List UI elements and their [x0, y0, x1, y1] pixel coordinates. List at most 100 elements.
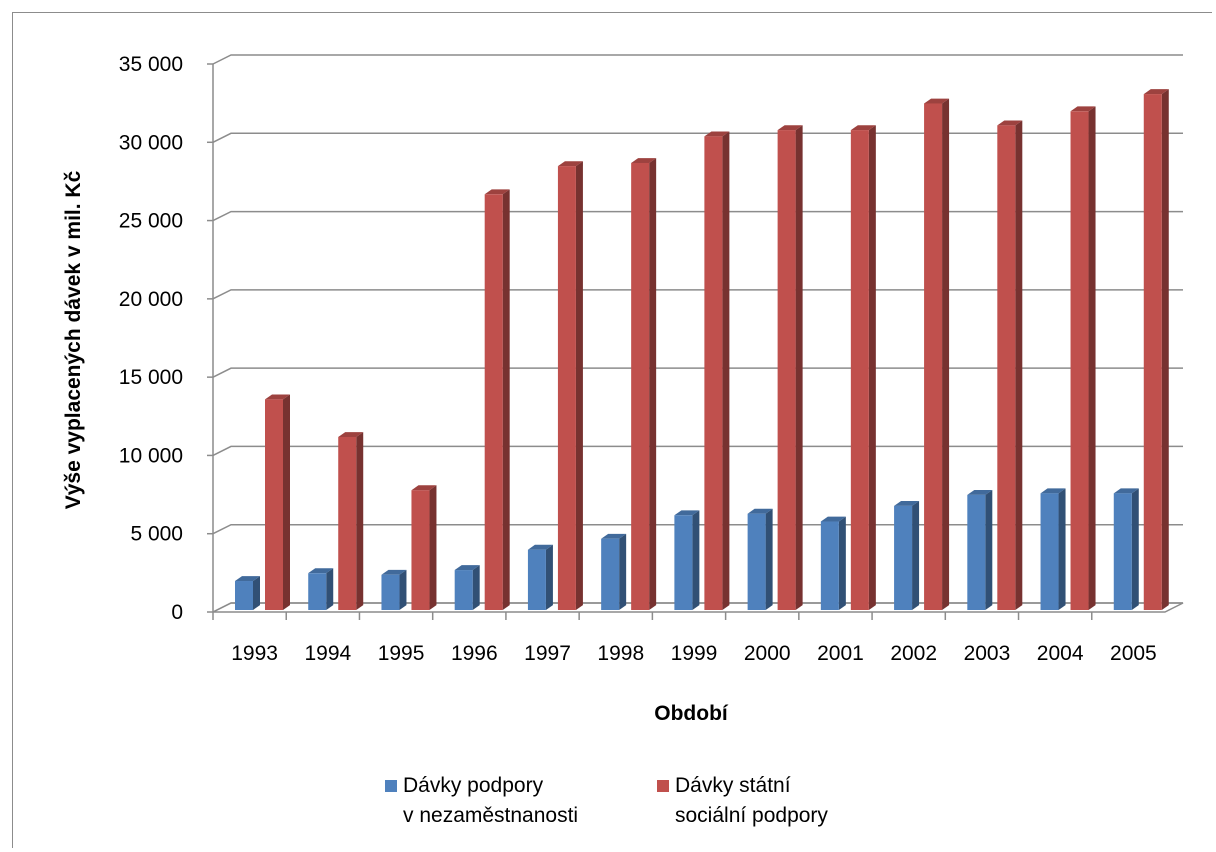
bar-side [429, 485, 437, 610]
bar-side [795, 125, 803, 610]
bar-side [868, 125, 876, 610]
bar-social-2001 [850, 125, 876, 611]
bar-social-2005 [1143, 89, 1169, 611]
bar-unemployment-2000 [747, 508, 773, 610]
bar-top [997, 120, 1023, 126]
x-tick-label: 2005 [1110, 642, 1157, 665]
bar-unemployment-2005 [1113, 488, 1139, 610]
bar-top [308, 568, 334, 574]
bar-unemployment-1996 [454, 565, 480, 610]
bar-top [820, 516, 846, 522]
y-tick-label: 20 000 [119, 288, 183, 311]
bar-unemployment-1994 [308, 568, 334, 610]
x-tick-label: 2001 [817, 642, 864, 665]
bar-top [411, 485, 437, 491]
bar-side [1161, 89, 1169, 611]
bar-side [545, 544, 553, 610]
y-axis-title: Výše vyplacených dávek v mil. Kč [62, 170, 85, 509]
bar-front [894, 505, 913, 610]
bar-front [1113, 493, 1132, 610]
bar-top [1143, 89, 1169, 95]
bar-front [1040, 493, 1059, 610]
bar-top [747, 508, 773, 514]
bar-front [674, 515, 693, 610]
bar-unemployment-1999 [674, 510, 700, 610]
legend-swatch [657, 780, 669, 792]
bar-front [484, 194, 503, 611]
x-tick-label: 2003 [964, 642, 1011, 665]
legend-swatch [385, 780, 397, 792]
bar-social-1994 [338, 432, 364, 610]
gridline [212, 367, 1183, 378]
bar-social-1995 [411, 485, 437, 610]
bar-top [338, 432, 364, 437]
bar-top [674, 510, 700, 516]
bar-front [601, 538, 620, 610]
y-tick-label: 35 000 [119, 53, 183, 76]
legend-label: Dávky státní [675, 774, 791, 797]
bar-front [850, 130, 869, 611]
y-tick-label: 30 000 [119, 131, 183, 154]
y-tick-label: 0 [171, 601, 183, 624]
x-axis-title: Období [654, 702, 729, 725]
bar-side [1131, 488, 1139, 610]
bar-side [1088, 106, 1096, 611]
bar-front [704, 136, 723, 610]
bar-side [619, 533, 627, 610]
x-tick-label: 2000 [744, 642, 791, 665]
bar-top [924, 98, 950, 104]
bar-top [777, 125, 803, 131]
bar-side [722, 131, 730, 611]
bar-front [265, 399, 283, 610]
x-tick-label: 2002 [890, 642, 937, 665]
bar-side [649, 158, 657, 610]
legend-label: sociální podpory [675, 804, 828, 827]
bar-front [557, 166, 576, 610]
bar-top [265, 394, 290, 400]
x-tick-label: 1995 [378, 642, 425, 665]
bar-social-2002 [924, 98, 950, 611]
y-tick-label: 25 000 [119, 210, 183, 233]
bar-top [1040, 488, 1066, 494]
bar-side [283, 394, 290, 610]
bar-top [527, 544, 553, 550]
gridline [212, 132, 1183, 143]
bar-social-2003 [997, 120, 1023, 611]
bar-top [1113, 488, 1139, 494]
bar-top [601, 533, 627, 539]
bar-side [765, 508, 773, 610]
bar-side [942, 98, 950, 611]
bar-side [692, 510, 700, 610]
chart-frame [12, 12, 1212, 848]
x-tick-label: 1994 [304, 642, 351, 665]
bar-unemployment-2004 [1040, 488, 1066, 610]
bar-social-1999 [704, 131, 730, 611]
bar-side [912, 500, 920, 610]
bar-top [557, 161, 583, 167]
bar-top [967, 490, 993, 495]
bar-top [850, 125, 876, 131]
y-tick-label: 10 000 [119, 444, 183, 467]
bar-unemployment-1993 [235, 576, 260, 610]
bar-unemployment-1997 [527, 544, 553, 610]
x-tick-label: 1998 [597, 642, 644, 665]
bar-front [411, 490, 430, 610]
x-tick-label: 1997 [524, 642, 571, 665]
bar-front [1143, 94, 1162, 610]
bar-front [338, 436, 357, 610]
bar-top [235, 576, 260, 582]
bar-top [1070, 106, 1096, 112]
bar-social-1996 [484, 189, 510, 611]
bar-side [502, 189, 510, 610]
bar-unemployment-2002 [894, 500, 920, 610]
y-tick-label: 15 000 [119, 366, 183, 389]
bar-front [997, 125, 1016, 611]
x-tick-label: 2004 [1037, 642, 1084, 665]
bar-side [472, 565, 480, 610]
bar-front [235, 581, 253, 610]
bar-unemployment-1995 [381, 569, 407, 610]
bar-front [631, 162, 650, 610]
bar-social-2000 [777, 125, 803, 611]
y-tick-label: 5 000 [130, 523, 183, 546]
